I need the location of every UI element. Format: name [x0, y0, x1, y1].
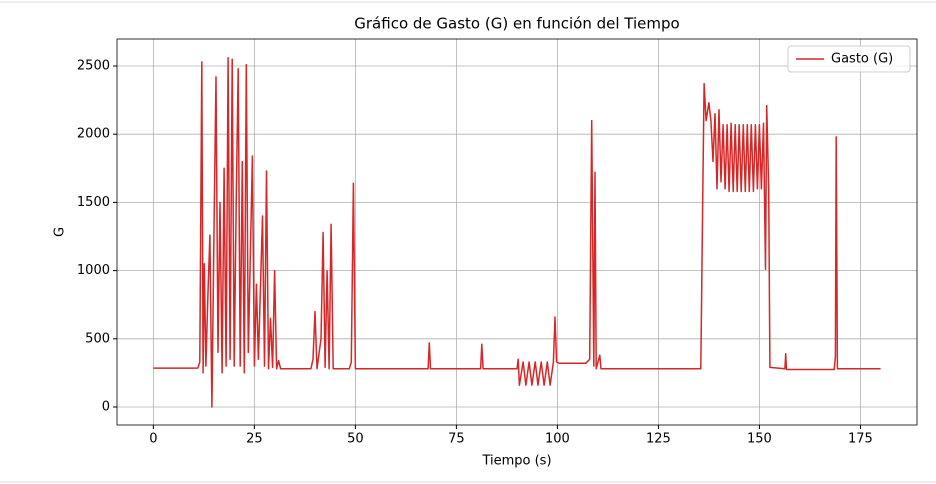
data-line — [153, 57, 881, 408]
y-axis-label: G — [53, 227, 68, 237]
x-tick-label: 100 — [545, 432, 570, 447]
x-tick-label: 150 — [747, 432, 772, 447]
x-tick-label: 25 — [246, 432, 263, 447]
y-tick-label: 500 — [85, 331, 110, 346]
x-tick-label: 125 — [646, 432, 671, 447]
y-tick-label: 2500 — [77, 59, 110, 74]
chart-title: Gráfico de Gasto (G) en función del Tiem… — [354, 15, 679, 33]
legend-label: Gasto (G) — [831, 52, 893, 67]
x-tick-label: 0 — [149, 432, 157, 447]
legend-box — [787, 45, 911, 73]
plot-frame — [116, 38, 918, 426]
x-axis-label: Tiempo (s) — [481, 454, 551, 469]
y-tick-label: 1000 — [77, 263, 110, 278]
y-tick-label: 1500 — [77, 195, 110, 210]
y-tick-label: 0 — [102, 399, 110, 414]
x-tick-label: 175 — [848, 432, 873, 447]
x-tick-label: 50 — [347, 432, 364, 447]
x-tick-label: 75 — [448, 432, 465, 447]
y-tick-label: 2000 — [77, 127, 110, 142]
